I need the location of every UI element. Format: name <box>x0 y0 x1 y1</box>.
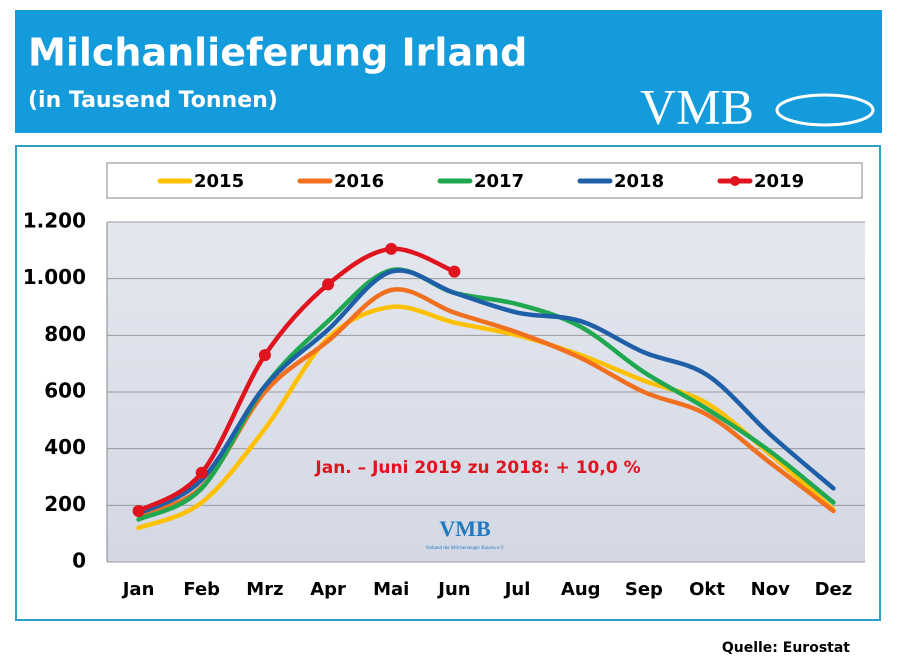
header-band <box>15 10 882 133</box>
y-tick-label: 0 <box>72 549 86 573</box>
series-line <box>136 268 836 517</box>
x-tick-label: Mai <box>373 579 409 600</box>
chart-subtitle: (in Tausend Tonnen) <box>28 88 278 113</box>
watermark-logo: VMB <box>439 516 491 541</box>
x-tick-label: Jul <box>503 579 531 600</box>
y-tick-label: 400 <box>44 435 86 459</box>
x-tick-label: Sep <box>625 579 663 600</box>
legend-marker <box>730 176 740 186</box>
y-tick-label: 800 <box>44 322 86 346</box>
marker <box>258 349 271 362</box>
y-tick-label: 600 <box>44 379 86 403</box>
legend-label: 2019 <box>754 171 804 192</box>
logo-swirl <box>775 93 875 127</box>
x-tick-label: Dez <box>815 579 853 600</box>
marker <box>195 466 208 479</box>
watermark-text: Verband der Milcherzeuger Bayern e.V. <box>425 546 504 551</box>
marker <box>385 242 398 255</box>
legend-label: 2017 <box>474 171 524 192</box>
marker <box>132 505 145 517</box>
x-tick-label: Mrz <box>246 579 283 600</box>
legend-label: 2015 <box>194 171 244 192</box>
x-tick-label: Apr <box>310 579 346 600</box>
x-tick-label: Feb <box>183 579 220 600</box>
source: Quelle: Eurostat <box>722 640 850 656</box>
chart-title: Milchanlieferung Irland <box>28 31 527 75</box>
annotation: Jan. – Juni 2019 zu 2018: + 10,0 % <box>314 458 640 478</box>
x-tick-label: Aug <box>561 579 601 600</box>
x-tick-label: Jan <box>121 579 155 600</box>
logo: VMB <box>640 78 754 134</box>
x-tick-label: Okt <box>689 579 725 600</box>
series-line <box>136 304 836 531</box>
x-tick-label: Jun <box>436 579 470 600</box>
y-tick-label: 1.200 <box>23 209 86 233</box>
legend-label: 2018 <box>614 171 664 192</box>
marker <box>448 265 461 278</box>
legend-label: 2016 <box>334 171 384 192</box>
y-tick-label: 200 <box>44 492 86 516</box>
x-tick-label: Nov <box>751 579 790 600</box>
marker <box>322 278 335 291</box>
y-tick-label: 1.000 <box>23 265 86 289</box>
